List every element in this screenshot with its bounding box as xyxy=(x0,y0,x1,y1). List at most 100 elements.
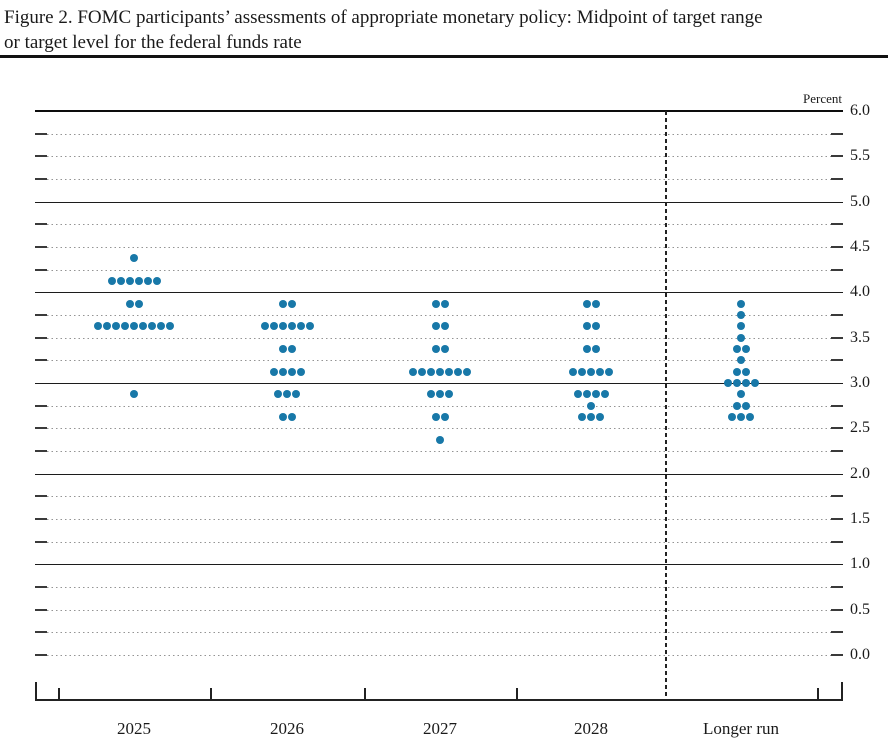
dot xyxy=(278,322,287,331)
gridline-0.75 xyxy=(47,587,831,588)
y-axis-tick-left xyxy=(35,654,47,656)
dot xyxy=(296,367,305,376)
gridline-3.75 xyxy=(47,314,831,316)
y-axis-tick-right xyxy=(831,517,843,520)
dot xyxy=(296,322,305,331)
gridline-5.50 xyxy=(47,156,831,158)
x-axis-corner-tick xyxy=(841,682,843,700)
gridline-2.50 xyxy=(47,428,831,430)
y-axis-label: 0.5 xyxy=(850,600,870,618)
dot xyxy=(130,322,138,331)
gridline-1.00 xyxy=(35,564,843,566)
y-axis-tick-right xyxy=(831,586,843,588)
dot xyxy=(409,367,417,376)
dot xyxy=(737,299,745,308)
dot xyxy=(578,412,586,421)
dot xyxy=(287,344,296,353)
dot xyxy=(732,378,741,387)
dot xyxy=(139,322,147,331)
x-axis-corner-tick xyxy=(35,682,37,700)
y-axis-label: 4.0 xyxy=(850,283,870,301)
y-axis-label: 4.5 xyxy=(850,237,870,255)
x-axis-label-2025: 2025 xyxy=(117,719,151,738)
gridline-4.00 xyxy=(35,292,843,294)
dot xyxy=(125,299,134,308)
y-axis-tick-left xyxy=(35,631,47,634)
dot xyxy=(121,322,129,331)
dot xyxy=(283,390,291,399)
y-axis-tick-left xyxy=(35,132,47,135)
title-rule xyxy=(0,55,888,58)
dot xyxy=(143,276,152,285)
dot xyxy=(440,299,449,308)
gridline-0.25 xyxy=(47,632,831,634)
dot xyxy=(569,367,577,376)
dot xyxy=(278,299,287,308)
y-axis-label: 2.5 xyxy=(850,419,870,437)
y-axis-label: 2.0 xyxy=(850,464,870,482)
dot xyxy=(741,344,750,353)
y-axis-tick-left xyxy=(35,245,47,248)
dot xyxy=(287,299,296,308)
y-axis-tick-right xyxy=(831,540,843,543)
dot xyxy=(166,322,174,331)
gridline-2.25 xyxy=(47,450,831,452)
y-axis-tick-right xyxy=(831,223,843,226)
dot xyxy=(582,299,591,308)
dot xyxy=(269,367,278,376)
dot xyxy=(737,333,745,342)
gridline-5.75 xyxy=(47,133,831,135)
dot xyxy=(427,367,435,376)
dot xyxy=(427,390,435,399)
y-axis-tick-right xyxy=(831,359,843,362)
dot xyxy=(260,322,269,331)
dot xyxy=(750,378,759,387)
y-axis-label: 1.0 xyxy=(850,555,870,573)
dot xyxy=(737,356,745,365)
dot xyxy=(440,344,449,353)
y-axis-tick-right xyxy=(831,155,843,158)
y-axis-tick-left xyxy=(35,540,47,543)
dot xyxy=(445,367,453,376)
dot xyxy=(112,322,120,331)
dot xyxy=(116,276,125,285)
dot xyxy=(94,322,102,331)
dot xyxy=(125,276,134,285)
x-axis-label-longer-run: Longer run xyxy=(702,719,779,738)
dot xyxy=(741,378,750,387)
dot xyxy=(431,412,440,421)
gridline-2.00 xyxy=(35,473,843,475)
y-axis-tick-left xyxy=(35,155,47,158)
dot xyxy=(596,412,604,421)
gridline-0.50 xyxy=(47,609,831,611)
gridline-3.00 xyxy=(35,382,843,384)
y-axis-tick-left xyxy=(35,404,47,407)
gridline-4.50 xyxy=(47,246,831,248)
x-axis-label-2027: 2027 xyxy=(423,719,457,738)
gridline-0.00 xyxy=(47,655,831,656)
dot xyxy=(582,390,591,399)
y-axis-tick-left xyxy=(35,359,47,362)
dot xyxy=(152,276,161,285)
dot xyxy=(440,412,449,421)
gridline-2.75 xyxy=(47,405,831,407)
y-axis-label: 3.5 xyxy=(850,328,870,346)
x-axis-label-2028: 2028 xyxy=(574,719,608,738)
dot xyxy=(591,299,600,308)
dot xyxy=(278,367,287,376)
y-axis-tick-left xyxy=(35,268,47,271)
dot xyxy=(287,322,296,331)
dot xyxy=(596,367,604,376)
y-axis-tick-right xyxy=(831,268,843,271)
dot xyxy=(582,322,591,331)
y-axis-tick-right xyxy=(831,495,843,498)
dot xyxy=(578,367,586,376)
figure-title-line1: Figure 2. FOMC participants’ assessments… xyxy=(4,7,763,28)
gridline-6.00 xyxy=(35,109,843,112)
dot xyxy=(582,344,591,353)
dot xyxy=(134,276,143,285)
dot xyxy=(431,299,440,308)
longer-run-separator-line xyxy=(665,111,667,700)
x-axis-tick xyxy=(364,688,366,700)
y-axis-tick-left xyxy=(35,223,47,226)
